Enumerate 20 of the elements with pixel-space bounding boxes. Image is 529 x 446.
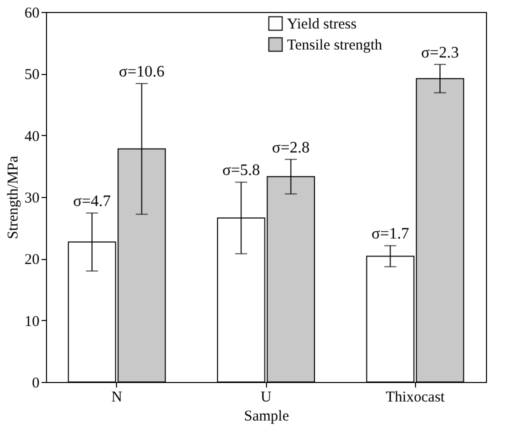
annotation: σ=1.7 <box>371 226 410 243</box>
y-tick-label: 20 <box>24 252 40 268</box>
x-tick-label: U <box>260 390 272 406</box>
annotation: σ=2.3 <box>421 44 459 62</box>
annotation: σ=2.8 <box>272 139 310 156</box>
y-tick-label: 0 <box>32 376 40 392</box>
legend-label: Tensile strength <box>287 38 383 54</box>
annotation: σ=10.6 <box>118 64 165 81</box>
y-tick-label: 10 <box>24 314 40 330</box>
x-axis-title: Sample <box>244 408 290 424</box>
y-tick-label: 60 <box>24 6 40 22</box>
legend-label: Yield stress <box>287 16 357 32</box>
annotation: σ=4.7 <box>73 193 111 210</box>
x-tick-label: Thixocast <box>386 390 446 406</box>
x-tick-label: N <box>111 390 122 406</box>
y-tick-label: 40 <box>24 128 40 145</box>
y-tick-label: 30 <box>24 190 40 206</box>
y-axis-title: Strength/MPa <box>6 155 22 240</box>
y-tick-label: 50 <box>24 67 40 84</box>
annotation: σ=5.8 <box>222 162 260 180</box>
